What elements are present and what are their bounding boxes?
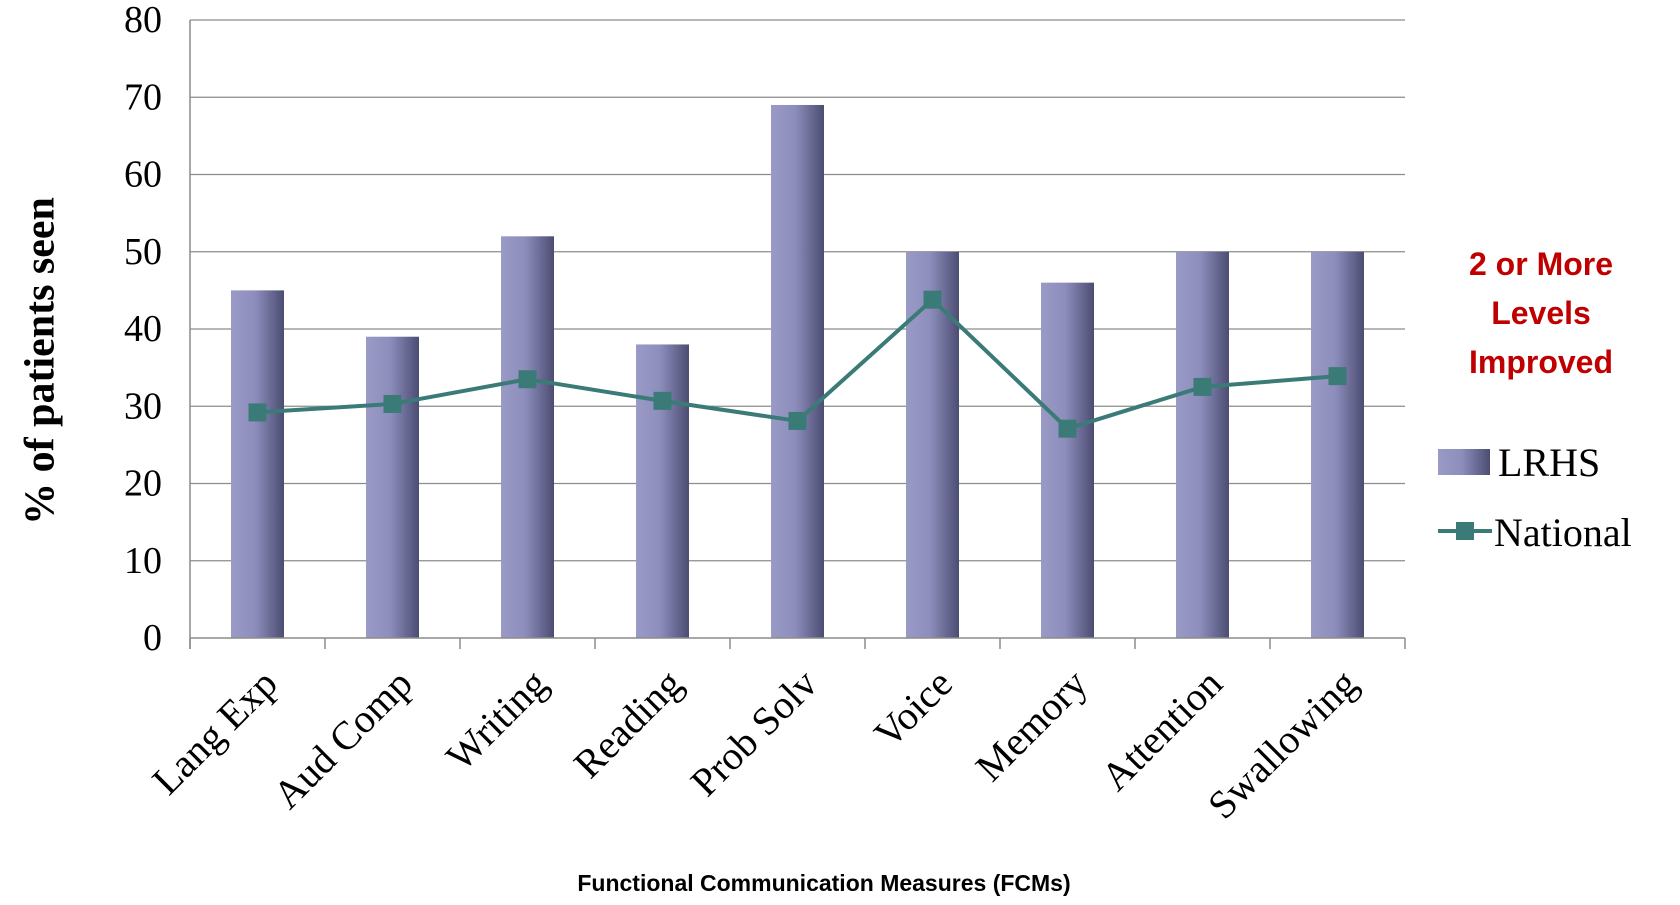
x-tick-label: Voice [865, 661, 961, 757]
y-tick-label: 60 [124, 154, 162, 196]
bar-series [231, 104, 1364, 639]
national-point-writing [518, 370, 537, 389]
x-tick-label: Lang Exp [143, 661, 286, 804]
legend-label-national: National [1494, 510, 1632, 555]
annotation: 2 or More Levels Improved [1469, 246, 1613, 380]
axes [189, 20, 1406, 649]
bar-reading [636, 344, 689, 638]
national-point-voice [923, 290, 942, 309]
x-tick-label: Prob Solv [682, 661, 826, 805]
annotation-line-2: Levels [1491, 295, 1591, 331]
y-tick-label: 30 [124, 385, 162, 427]
national-point-aud-comp [383, 394, 402, 413]
bar-memory [1041, 282, 1094, 638]
legend: LRHS National [1438, 440, 1632, 555]
y-tick-label: 0 [143, 617, 162, 659]
bar-writing [501, 236, 554, 639]
legend-item-national: National [1438, 510, 1632, 555]
national-point-reading [653, 391, 672, 410]
y-tick-labels: 0 10 20 30 40 50 60 70 80 [124, 0, 162, 659]
x-axis-title: Functional Communication Measures (FCMs) [577, 870, 1070, 896]
bar-voice [906, 251, 959, 638]
y-tick-label: 80 [124, 0, 162, 41]
annotation-line-3: Improved [1469, 344, 1613, 380]
y-tick-label: 50 [124, 231, 162, 273]
y-tick-label: 10 [124, 540, 162, 582]
national-point-attention [1193, 377, 1212, 396]
bar-attention [1176, 251, 1229, 638]
bar-prob-solv [771, 104, 824, 639]
legend-bar-swatch [1438, 449, 1490, 475]
bar-lang-exp [231, 290, 284, 638]
x-tick-label: Attention [1092, 661, 1231, 800]
bar-aud-comp [366, 336, 419, 638]
line-series [248, 290, 1347, 438]
national-point-memory [1058, 419, 1077, 438]
legend-label-lrhs: LRHS [1498, 440, 1600, 485]
national-point-swallowing [1328, 367, 1347, 386]
x-tick-label: Reading [565, 661, 691, 787]
x-tick-label: Memory [967, 661, 1096, 790]
legend-marker-swatch [1456, 522, 1474, 540]
y-tick-label: 20 [124, 463, 162, 505]
y-tick-label: 40 [124, 308, 162, 350]
y-tick-label: 70 [124, 76, 162, 118]
annotation-line-1: 2 or More [1469, 246, 1613, 282]
y-axis-title: % of patients seen [18, 197, 64, 525]
national-point-prob-solv [788, 411, 807, 430]
national-point-lang-exp [248, 403, 267, 422]
x-tick-label: Aud Comp [264, 661, 421, 818]
x-tick-label: Writing [437, 661, 556, 780]
bar-swallowing [1311, 251, 1364, 638]
legend-item-lrhs: LRHS [1438, 440, 1600, 485]
